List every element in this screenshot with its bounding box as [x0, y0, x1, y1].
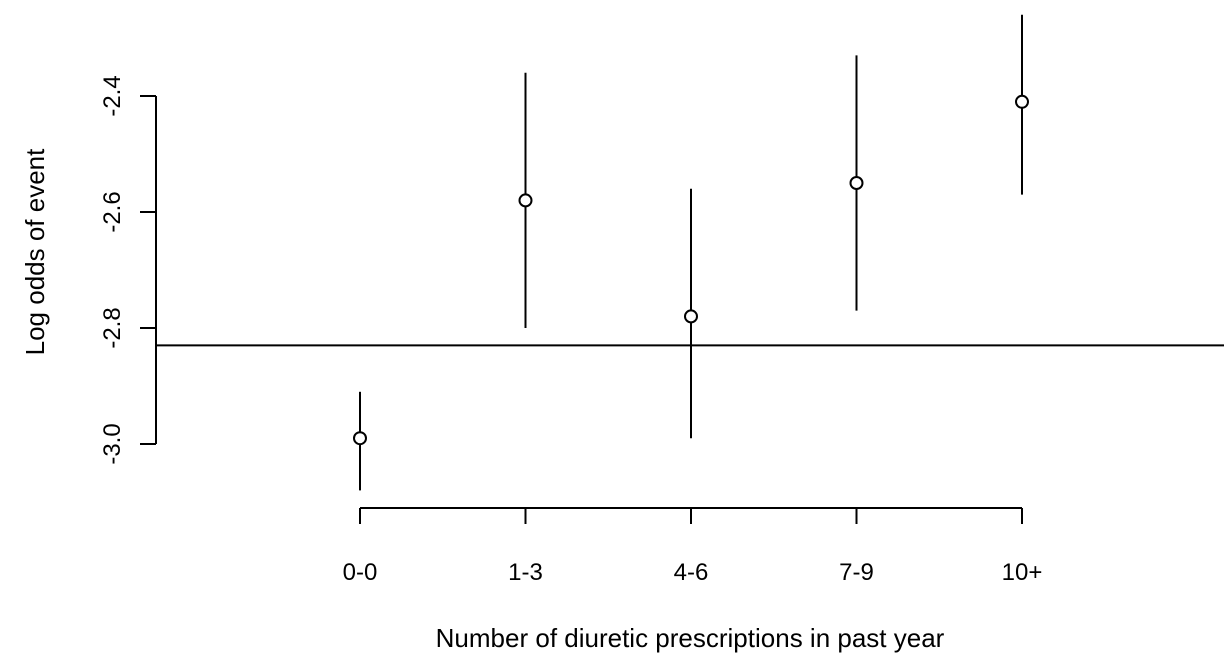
- estimate-point: [684, 309, 698, 324]
- x-tick-label: 7-9: [839, 559, 874, 586]
- estimate-point: [849, 176, 864, 190]
- y-axis-title: Log odds of event: [20, 148, 50, 355]
- x-tick-label: 10+: [1002, 559, 1043, 586]
- estimate-point: [518, 193, 533, 208]
- y-tick-label: -2.6: [99, 191, 126, 232]
- y-tick-label: -2.4: [99, 75, 126, 116]
- y-tick-label: -3.0: [99, 423, 126, 464]
- y-tick-label: -2.8: [99, 307, 126, 348]
- series-points: [353, 14, 1029, 491]
- estimate-point: [1015, 94, 1029, 109]
- x-tick-label: 1-3: [508, 559, 543, 586]
- y-axis: -3.0 -2.8 -2.6 -2.4: [99, 75, 157, 465]
- x-axis-title: Number of diuretic prescriptions in past…: [436, 623, 945, 653]
- x-axis: 0-0 1-3 4-6 7-9 10+: [343, 507, 1043, 586]
- x-tick-label: 0-0: [343, 559, 378, 586]
- x-tick-label: 4-6: [674, 559, 709, 586]
- estimate-point: [353, 431, 367, 446]
